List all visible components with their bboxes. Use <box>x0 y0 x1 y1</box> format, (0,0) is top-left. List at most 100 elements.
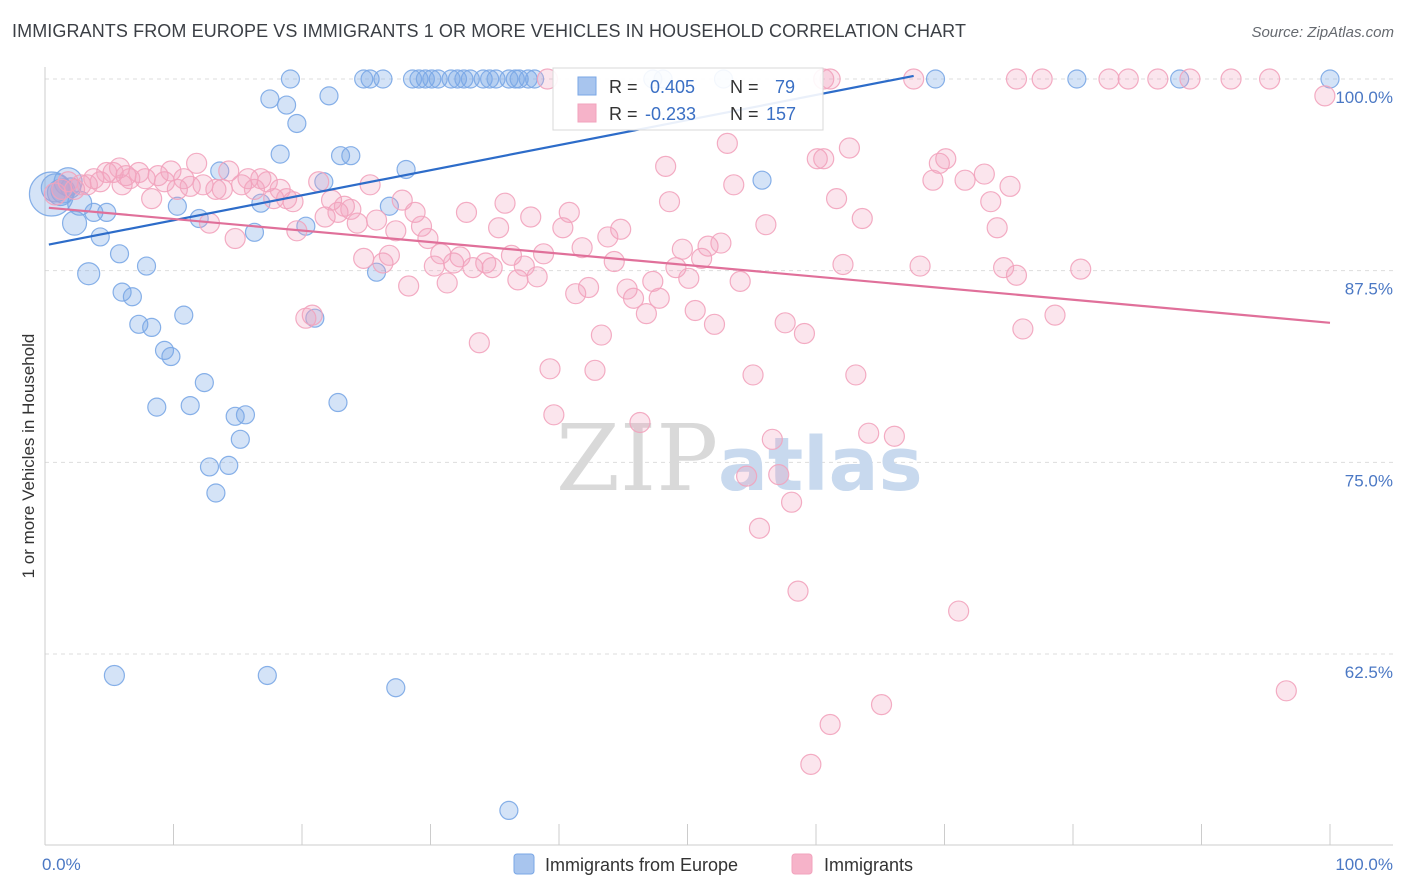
point-immigrants-47 <box>340 198 362 220</box>
point-europe-24 <box>180 396 200 416</box>
point-immigrants-85 <box>584 359 606 381</box>
point-immigrants-97 <box>658 191 681 213</box>
axes <box>44 67 1393 846</box>
point-immigrants-124 <box>832 253 854 276</box>
point-europe-49 <box>354 69 374 89</box>
point-immigrants-137 <box>954 169 976 191</box>
point-immigrants-58 <box>410 215 433 237</box>
point-immigrants-5 <box>76 174 99 196</box>
point-immigrants-93 <box>635 303 657 325</box>
point-immigrants-82 <box>565 283 587 305</box>
point-europe-80 <box>1320 69 1340 89</box>
point-immigrants-141 <box>993 257 1015 279</box>
point-europe-52 <box>373 69 393 89</box>
point-immigrants-136 <box>948 600 970 622</box>
point-europe-54 <box>386 678 406 698</box>
point-immigrants-54 <box>385 220 407 242</box>
point-immigrants-105 <box>710 232 732 254</box>
point-europe-23 <box>174 305 194 325</box>
point-immigrants-67 <box>468 332 490 354</box>
point-immigrants-150 <box>1179 68 1201 90</box>
point-europe-21 <box>161 346 181 367</box>
point-immigrants-119 <box>800 753 822 776</box>
point-immigrants-28 <box>218 160 240 182</box>
point-immigrants-108 <box>729 270 751 292</box>
point-immigrants-125 <box>838 137 861 159</box>
point-europe-53 <box>379 196 399 216</box>
point-immigrants-55 <box>391 189 413 211</box>
point-immigrants-111 <box>748 517 771 539</box>
point-immigrants-149 <box>1147 68 1169 90</box>
watermark-zip: ZIP <box>556 405 718 512</box>
stats-r-label-immigrants: R = <box>609 104 638 124</box>
point-immigrants-92 <box>629 411 651 434</box>
source-label: Source: ZipAtlas.com <box>1251 24 1394 41</box>
point-immigrants-121 <box>813 148 835 170</box>
point-europe-45 <box>319 86 339 106</box>
point-immigrants-123 <box>825 188 848 210</box>
point-immigrants-70 <box>488 217 510 239</box>
point-europe-48 <box>341 146 361 166</box>
point-immigrants-100 <box>678 267 700 289</box>
point-europe-28 <box>206 483 226 503</box>
point-europe-32 <box>230 429 250 449</box>
point-immigrants-71 <box>494 192 516 214</box>
point-europe-15 <box>122 287 142 307</box>
chart-title: IMMIGRANTS FROM EUROPE VS IMMIGRANTS 1 O… <box>12 21 967 41</box>
stats-r-value-europe: 0.405 <box>650 77 695 97</box>
point-immigrants-50 <box>359 174 381 196</box>
point-immigrants-65 <box>455 201 478 223</box>
point-immigrants-51 <box>365 209 388 231</box>
legend-swatch-europe <box>513 853 535 875</box>
point-immigrants-117 <box>787 580 809 602</box>
point-immigrants-109 <box>736 465 758 487</box>
y-axis-label: 1 or more Vehicles in Household <box>19 334 38 579</box>
point-europe-47 <box>330 146 351 166</box>
point-immigrants-16 <box>141 188 163 210</box>
point-immigrants-138 <box>973 163 995 185</box>
point-immigrants-146 <box>1070 258 1092 280</box>
point-immigrants-48 <box>346 212 368 234</box>
point-immigrants-81 <box>558 201 580 223</box>
point-immigrants-101 <box>684 299 706 322</box>
stats-r-label-europe: R = <box>609 77 638 97</box>
stats-r-value-immigrants: -0.233 <box>645 104 696 124</box>
y-tick-label-1: 75.0% <box>1345 471 1393 490</box>
point-europe-17 <box>136 256 157 276</box>
point-immigrants-115 <box>774 312 796 334</box>
point-immigrants-132 <box>909 255 931 277</box>
y-tick-label-0: 62.5% <box>1345 663 1393 682</box>
point-europe-68 <box>499 69 519 89</box>
point-immigrants-62 <box>436 272 458 294</box>
point-immigrants-143 <box>1005 264 1028 286</box>
watermark-atlas: atlas <box>718 422 923 508</box>
point-immigrants-88 <box>603 250 625 273</box>
point-immigrants-69 <box>481 257 503 279</box>
point-immigrants-129 <box>870 693 893 716</box>
point-europe-30 <box>219 455 239 475</box>
point-immigrants-17 <box>147 165 169 187</box>
point-immigrants-104 <box>703 313 726 335</box>
point-europe-46 <box>328 392 348 413</box>
point-europe-26 <box>194 373 214 393</box>
point-immigrants-128 <box>858 422 880 444</box>
point-immigrants-23 <box>186 152 208 174</box>
point-europe-66 <box>480 69 500 89</box>
point-immigrants-139 <box>980 191 1002 213</box>
x-tick-label-min: 0.0% <box>42 855 81 874</box>
point-immigrants-87 <box>597 226 619 248</box>
point-immigrants-59 <box>417 227 439 250</box>
point-immigrants-27 <box>211 178 233 200</box>
point-immigrants-20 <box>166 178 188 200</box>
point-immigrants-83 <box>571 237 593 259</box>
point-immigrants-142 <box>999 175 1021 197</box>
point-immigrants-26 <box>205 178 227 200</box>
stats-swatch-europe <box>577 76 597 96</box>
point-immigrants-79 <box>543 404 565 426</box>
point-europe-59 <box>422 69 442 89</box>
point-europe-40 <box>280 69 301 89</box>
point-immigrants-102 <box>691 247 713 269</box>
stats-n-value-immigrants: 157 <box>766 104 796 124</box>
y-tick-label-3: 100.0% <box>1335 88 1393 107</box>
